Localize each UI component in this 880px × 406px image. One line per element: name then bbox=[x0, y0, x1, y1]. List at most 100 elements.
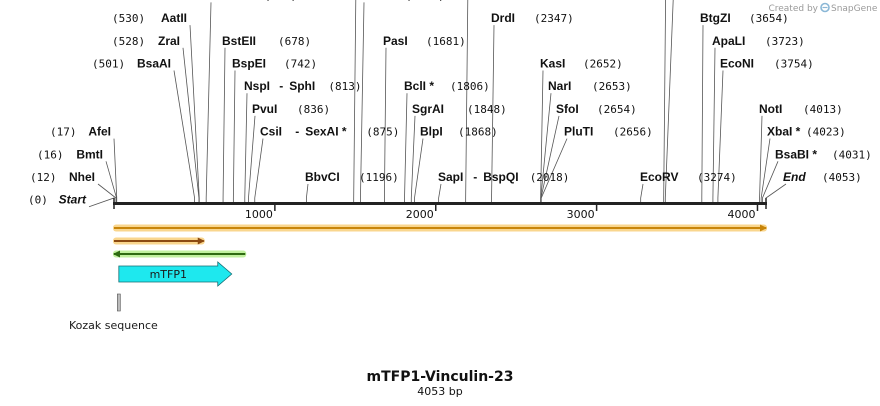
site-position: (530) bbox=[112, 12, 145, 25]
ruler-tick-label: 3000 bbox=[567, 208, 595, 221]
orf-2[interactable] bbox=[113, 250, 247, 258]
arrowhead-icon bbox=[113, 250, 120, 258]
site-position: (12) bbox=[30, 171, 57, 184]
site-position: (2652) bbox=[583, 58, 623, 71]
site-leader bbox=[189, 25, 200, 202]
arrowhead-icon bbox=[197, 237, 205, 245]
site-name: NspI bbox=[244, 79, 270, 93]
site-leader bbox=[540, 138, 568, 202]
dna-backbone bbox=[113, 198, 767, 209]
orf-1[interactable] bbox=[113, 237, 205, 245]
site-leader bbox=[438, 183, 442, 202]
site-pluti[interactable]: PluTI (2656) bbox=[564, 125, 653, 139]
site-position: (2347) bbox=[534, 12, 574, 25]
feature-kozak-sequence[interactable]: Kozak sequence bbox=[69, 293, 158, 332]
site-leader bbox=[640, 183, 644, 202]
site-blpi[interactable]: BlpI (1868) bbox=[420, 125, 498, 139]
site-leader bbox=[88, 197, 115, 208]
site-position: (4013) bbox=[803, 103, 843, 116]
site-leader bbox=[173, 70, 195, 202]
restriction-site-labels: Start (0) NheI (12) BmtI (16) AfeI (17) BsaAI (50… bbox=[28, 0, 872, 207]
site-position: (1532) bbox=[405, 0, 445, 2]
feature-label: Kozak sequence bbox=[69, 319, 158, 332]
site-leader bbox=[414, 138, 424, 202]
site-position: (2018) bbox=[530, 171, 570, 184]
site-csii[interactable]: CsiI - SexAI * (875) bbox=[260, 125, 399, 139]
site-bbvci[interactable]: BbvCI (1196) bbox=[305, 170, 399, 184]
site-end[interactable]: End (4053) bbox=[783, 170, 862, 184]
site-leader bbox=[113, 138, 118, 202]
site-kasi[interactable]: KasI (2652) bbox=[540, 57, 623, 71]
site-name: NarI bbox=[548, 79, 571, 93]
site-bmti[interactable]: BmtI (16) bbox=[37, 147, 103, 161]
site-sgrai[interactable]: SgrAI (1848) bbox=[412, 102, 507, 116]
site-bsabi[interactable]: BsaBI * (4031) bbox=[775, 147, 872, 161]
site-name: AfeI bbox=[88, 125, 111, 139]
site-name: ZraI bbox=[158, 34, 180, 48]
ruler-tick-label: 2000 bbox=[406, 208, 434, 221]
site-name: BstEII bbox=[222, 34, 256, 48]
site-name: SapI bbox=[438, 170, 463, 184]
site-noti[interactable]: NotI (4013) bbox=[759, 102, 843, 116]
site-bcli[interactable]: BclI * (1806) bbox=[404, 79, 490, 93]
site-name: PluTI bbox=[564, 125, 593, 139]
site-pvui[interactable]: PvuI (836) bbox=[252, 102, 330, 116]
site-leader bbox=[701, 25, 704, 202]
site-bspei[interactable]: BspEI (742) bbox=[232, 57, 317, 71]
feature-mtfp1[interactable]: mTFP1 bbox=[118, 261, 233, 287]
site-nspi[interactable]: NspI - SphI (813) bbox=[244, 79, 362, 93]
site-leader bbox=[182, 47, 200, 202]
site-leader bbox=[762, 161, 779, 202]
site-btgzi[interactable]: BtgZI (3654) bbox=[700, 11, 789, 25]
sequence-length: 4053 bp bbox=[417, 385, 462, 398]
site-bsteii[interactable]: BstEII (678) bbox=[222, 34, 311, 48]
feature-arrow bbox=[118, 261, 233, 287]
site-sfoi[interactable]: SfoI (2654) bbox=[556, 102, 637, 116]
site-xbai[interactable]: XbaI * (4023) bbox=[767, 125, 846, 139]
site-leader bbox=[759, 115, 763, 202]
credit-brand: SnapGene bbox=[831, 4, 878, 14]
site-name: BsaBI * bbox=[775, 147, 817, 161]
site-position: (1196) bbox=[359, 171, 399, 184]
site-econi[interactable]: EcoNI (3754) bbox=[720, 57, 814, 71]
site-zrai[interactable]: ZraI (528) bbox=[112, 34, 180, 48]
site-position: (17) bbox=[50, 126, 77, 139]
site-leader bbox=[248, 115, 256, 202]
site-name: PvuI bbox=[252, 102, 277, 116]
site-nhei[interactable]: NheI (12) bbox=[30, 170, 95, 184]
site-nari[interactable]: NarI (2653) bbox=[548, 79, 632, 93]
site-ecorv[interactable]: EcoRV (3274) bbox=[640, 170, 737, 184]
site-leader bbox=[384, 47, 387, 202]
site-name: ApaLI bbox=[712, 34, 745, 48]
site-drdi[interactable]: DrdI (2347) bbox=[491, 11, 574, 25]
site-position: (3654) bbox=[749, 12, 789, 25]
orf-0[interactable] bbox=[113, 224, 767, 232]
site-position: (742) bbox=[284, 58, 317, 71]
site-leader bbox=[712, 47, 716, 202]
site-position: (1806) bbox=[450, 80, 490, 93]
site-name: BclI * bbox=[404, 79, 434, 93]
site-position: (3754) bbox=[774, 58, 814, 71]
site-pair-name: SphI bbox=[289, 79, 315, 93]
site-pair-dash: - bbox=[295, 125, 299, 139]
site-asei[interactable]: AseI (1532) bbox=[361, 0, 445, 2]
site-bsaai[interactable]: BsaAI (501) bbox=[92, 57, 171, 71]
position-ruler: 1000 2000 3000 4000 bbox=[245, 205, 759, 221]
site-apali[interactable]: ApaLI (3723) bbox=[712, 34, 805, 48]
site-sapi[interactable]: SapI - BspQI (2018) bbox=[438, 170, 569, 184]
site-pair-dash: - bbox=[473, 170, 477, 184]
site-name: End bbox=[783, 170, 806, 184]
site-name: Start bbox=[59, 193, 87, 207]
site-position: (2656) bbox=[613, 126, 653, 139]
site-position: (3274) bbox=[697, 171, 737, 184]
site-leader bbox=[404, 93, 408, 202]
site-name: HincII bbox=[208, 0, 241, 2]
site-leader bbox=[760, 138, 771, 202]
site-hincii[interactable]: HincII (573) bbox=[208, 0, 297, 2]
site-position: (16) bbox=[37, 148, 64, 161]
site-position: (813) bbox=[328, 80, 361, 93]
site-aatii[interactable]: AatII (530) bbox=[112, 11, 187, 25]
site-pasi[interactable]: PasI (1681) bbox=[383, 34, 466, 48]
site-start[interactable]: Start (0) bbox=[28, 193, 87, 207]
site-afei[interactable]: AfeI (17) bbox=[50, 125, 111, 139]
